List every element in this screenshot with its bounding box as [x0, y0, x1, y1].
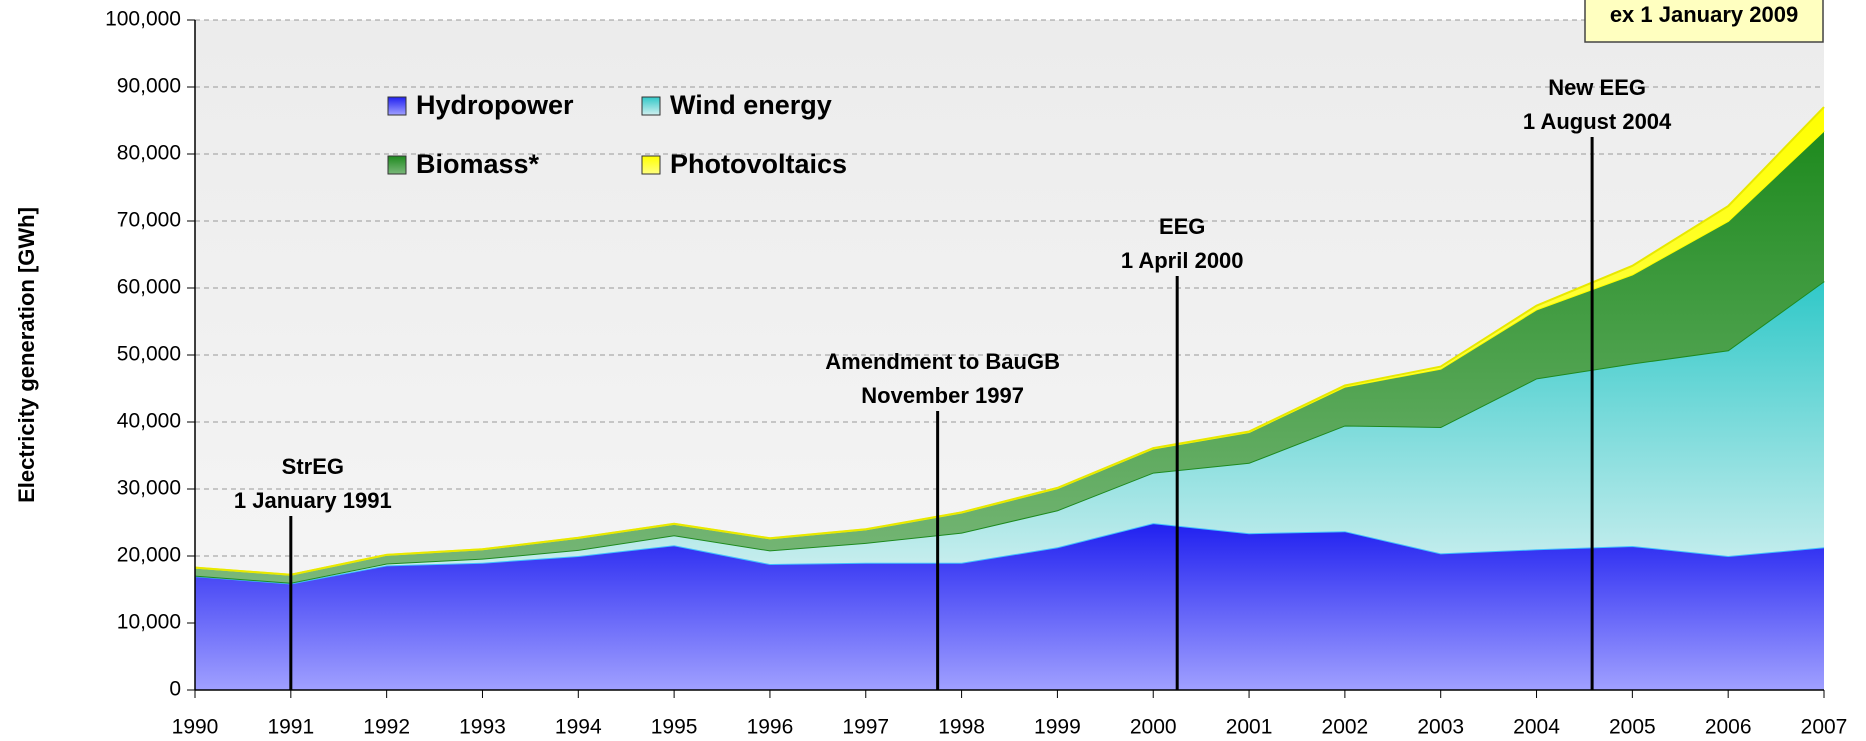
- x-tick-label: 2002: [1322, 716, 1369, 739]
- y-tick-label: 40,000: [117, 410, 181, 433]
- x-tick-label: 1995: [651, 716, 698, 739]
- x-tick-label: 1991: [267, 716, 314, 739]
- legend-label: Photovoltaics: [670, 149, 847, 179]
- annotation-text: 1 January 1991: [234, 488, 392, 513]
- x-tick-label: 2007: [1801, 716, 1848, 739]
- x-tick-label: 1994: [555, 716, 602, 739]
- legend-label: Wind energy: [670, 90, 832, 120]
- x-tick-label: 1998: [938, 716, 985, 739]
- y-tick-label: 70,000: [117, 209, 181, 232]
- annotation-text: New EEG: [1548, 75, 1646, 100]
- annotation-text: 1 August 2004: [1523, 109, 1672, 134]
- y-tick-label: 60,000: [117, 276, 181, 299]
- y-tick-label: 10,000: [117, 611, 181, 634]
- y-tick-label: 90,000: [117, 75, 181, 98]
- legend-swatch: [388, 97, 406, 115]
- y-tick-label: 0: [169, 678, 181, 701]
- chart: Electricity generation [GWh] 0 10,000 20,0…: [0, 0, 1866, 741]
- y-axis-label: Electricity generation [GWh]: [14, 207, 39, 503]
- annotation-text: EEG: [1159, 214, 1205, 239]
- x-tick-label: 1990: [172, 716, 219, 739]
- x-tick-label: 1999: [1034, 716, 1081, 739]
- y-tick-label: 30,000: [117, 477, 181, 500]
- legend-swatch: [642, 97, 660, 115]
- note-text: ex 1 January 2009: [1610, 2, 1798, 27]
- x-tick-label: 2003: [1417, 716, 1464, 739]
- x-tick-label: 1992: [363, 716, 410, 739]
- x-tick-label: 2005: [1609, 716, 1656, 739]
- y-tick-label: 20,000: [117, 544, 181, 567]
- annotation-text: Amendment to BauGB: [825, 349, 1060, 374]
- y-tick-label: 80,000: [117, 142, 181, 165]
- x-tick-label: 2001: [1226, 716, 1273, 739]
- annotation-text: StrEG: [282, 454, 344, 479]
- x-tick-label: 1993: [459, 716, 506, 739]
- x-tick-label: 1997: [842, 716, 889, 739]
- legend-swatch: [388, 156, 406, 174]
- legend-label: Hydropower: [416, 90, 574, 120]
- x-tick-label: 1996: [747, 716, 794, 739]
- y-tick-label: 100,000: [105, 8, 181, 31]
- x-tick-label: 2006: [1705, 716, 1752, 739]
- y-tick-label: 50,000: [117, 343, 181, 366]
- annotation-text: 1 April 2000: [1121, 248, 1244, 273]
- x-tick-label: 2000: [1130, 716, 1177, 739]
- legend-swatch: [642, 156, 660, 174]
- x-tick-label: 2004: [1513, 716, 1560, 739]
- note-box: ex 1 January 2009: [1585, 0, 1823, 42]
- annotation-text: November 1997: [861, 383, 1024, 408]
- legend-label: Biomass*: [416, 149, 540, 179]
